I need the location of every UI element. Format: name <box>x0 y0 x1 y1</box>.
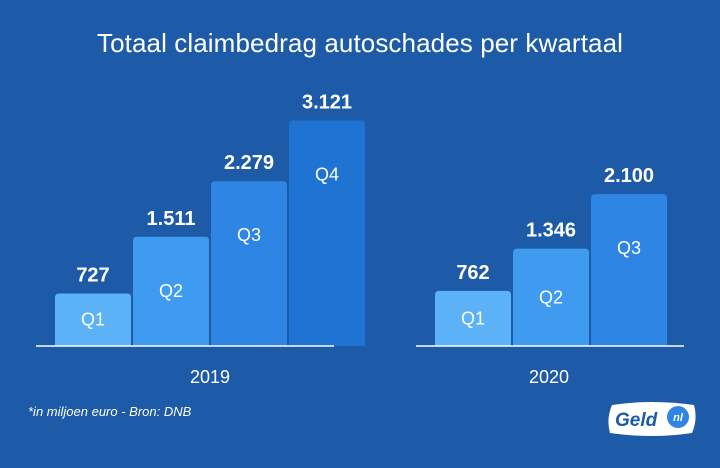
geld-nl-logo: Geld nl <box>608 402 696 436</box>
logo-text: Geld <box>615 410 658 431</box>
quarter-label-2019-q4: Q4 <box>315 164 339 184</box>
chart-title: Totaal claimbedrag autoschades per kwart… <box>96 28 624 58</box>
footnote: *in miljoen euro - Bron: DNB <box>28 404 192 419</box>
quarter-label-2019-q2: Q2 <box>159 281 183 301</box>
logo-suffix: nl <box>673 412 684 424</box>
quarter-label-2019-q3: Q3 <box>237 225 261 245</box>
value-label-2020-q2: 1.346 <box>526 220 576 242</box>
quarter-label-2020-q3: Q3 <box>617 238 641 258</box>
value-label-2019-q4: 3.121 <box>302 91 352 113</box>
year-label-2020: 2020 <box>529 367 569 387</box>
value-label-2020-q1: 762 <box>456 262 489 284</box>
bar-2020-q2 <box>513 248 589 346</box>
quarter-label-2019-q1: Q1 <box>81 310 105 330</box>
bar-2020-q3 <box>591 194 667 346</box>
bar-2019-q3 <box>211 181 287 346</box>
bar-2019-q1 <box>55 293 131 346</box>
value-label-2019-q3: 2.279 <box>224 152 274 174</box>
value-label-2020-q3: 2.100 <box>604 165 654 187</box>
bar-2019-q2 <box>133 236 209 346</box>
bars-layer: 727 Q1 1.511 Q2 2.279 Q3 3.121 Q4 762 Q1 1.346 Q2 2.… <box>55 91 667 346</box>
year-label-2019: 2019 <box>190 367 230 387</box>
bar-2019-q4 <box>289 120 365 346</box>
quarter-label-2020-q1: Q1 <box>461 308 485 328</box>
quarter-label-2020-q2: Q2 <box>539 287 563 307</box>
bar-2020-q1 <box>435 290 511 346</box>
logo-badge <box>667 406 689 428</box>
value-label-2019-q1: 727 <box>76 264 109 286</box>
bar-chart: 727 Q1 1.511 Q2 2.279 Q3 3.121 Q4 762 Q1 1.346 Q2 2.… <box>36 91 684 387</box>
value-label-2019-q2: 1.511 <box>147 208 196 230</box>
